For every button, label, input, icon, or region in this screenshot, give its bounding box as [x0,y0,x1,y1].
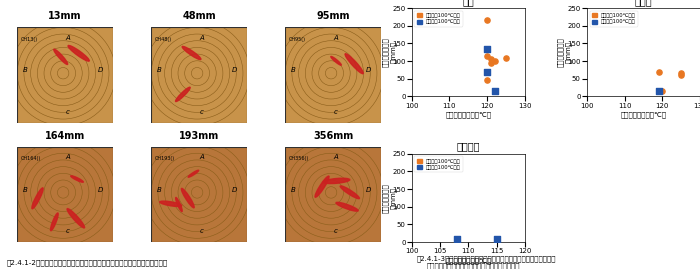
Point [676,71,687,76]
Text: CH356(): CH356() [289,156,309,161]
Text: B: B [23,67,28,73]
Point [482,47,493,51]
Text: D: D [98,187,104,193]
Text: c: c [66,109,70,115]
Ellipse shape [54,49,68,65]
Text: 48mm: 48mm [182,12,216,22]
Ellipse shape [340,186,360,199]
Point [485,57,496,61]
Ellipse shape [50,213,58,231]
Text: CH164(): CH164() [21,156,41,161]
Point [452,236,463,241]
Ellipse shape [71,176,83,182]
Text: A: A [333,35,338,41]
Text: D: D [232,67,237,73]
Legend: セット後100℃以上, セット後100℃以下: セット後100℃以上, セット後100℃以下 [589,11,638,27]
Text: 193mm: 193mm [179,131,219,141]
Ellipse shape [315,176,329,197]
Title: カラマツ: カラマツ [456,141,480,152]
Ellipse shape [67,209,85,228]
Point [482,54,493,58]
Title: ヒノキ: ヒノキ [635,0,652,6]
Point [676,73,687,77]
Text: D: D [366,187,371,193]
Text: A: A [333,154,338,160]
Text: B: B [291,187,295,193]
Point [500,55,512,60]
Text: c: c [334,109,338,115]
Text: CH48(): CH48() [155,37,172,42]
Ellipse shape [323,178,350,183]
Point [653,69,664,74]
Ellipse shape [176,87,190,101]
Text: CH95(): CH95() [289,37,306,42]
Y-axis label: 内部割れ総長さ
（mm）: 内部割れ総長さ （mm） [382,37,396,67]
Text: 図2.4.1-3　各製材工場の高温セット温度と内部割れ総長さとの関係: 図2.4.1-3 各製材工場の高温セット温度と内部割れ総長さとの関係 [416,256,556,262]
Legend: セット後100℃以上, セット後100℃以下: セット後100℃以上, セット後100℃以下 [414,11,463,27]
Ellipse shape [188,170,199,177]
Point [653,89,664,93]
Y-axis label: 内部割れ総長さ
（mm）: 内部割れ総長さ （mm） [382,183,396,213]
X-axis label: 高温セット温度（℃）: 高温セット温度（℃） [445,111,491,118]
Point [482,69,493,74]
Y-axis label: 内部割れ総長さ
（mm）: 内部割れ総長さ （mm） [557,37,571,67]
Ellipse shape [345,54,363,74]
Ellipse shape [68,45,90,61]
Point [489,89,500,93]
Text: CH193(): CH193() [155,156,175,161]
Text: A: A [66,154,70,160]
Text: c: c [66,228,70,235]
Text: CH13(): CH13() [21,37,38,42]
Text: 356mm: 356mm [313,131,353,141]
Ellipse shape [331,56,342,65]
Text: B: B [291,67,295,73]
Text: 164mm: 164mm [45,131,85,141]
Ellipse shape [160,201,182,207]
Point [482,18,493,23]
X-axis label: 高温セット温度（℃）: 高温セット温度（℃） [620,111,666,118]
Point [485,61,496,65]
Text: 95mm: 95mm [316,12,350,22]
Legend: セット後100℃以上, セット後100℃以下: セット後100℃以上, セット後100℃以下 [414,157,463,172]
Point [489,59,500,63]
Ellipse shape [181,188,194,208]
Text: A: A [66,35,70,41]
Text: （左上：スギ、右上：ヒノキ、左下：カラマツ）: （左上：スギ、右上：ヒノキ、左下：カラマツ） [427,262,521,269]
Text: D: D [98,67,104,73]
Point [491,236,502,241]
Ellipse shape [336,202,358,211]
X-axis label: 高温セット温度（℃）: 高温セット温度（℃） [445,257,491,264]
Point [482,78,493,83]
Text: 図2.4.1-2　内部割れの発生量と総長さの値（画像の上の数値）との対応関係: 図2.4.1-2 内部割れの発生量と総長さの値（画像の上の数値）との対応関係 [7,260,168,266]
Text: c: c [334,228,338,235]
Point [657,89,668,93]
Title: スギ: スギ [463,0,474,6]
Ellipse shape [182,46,201,60]
Text: c: c [200,228,204,235]
Text: B: B [23,187,28,193]
Ellipse shape [176,197,182,212]
Text: A: A [199,35,204,41]
Text: D: D [366,67,371,73]
Text: B: B [157,67,162,73]
Text: B: B [157,187,162,193]
Ellipse shape [32,188,43,209]
Text: c: c [200,109,204,115]
Text: D: D [232,187,237,193]
Text: 13mm: 13mm [48,12,82,22]
Text: A: A [199,154,204,160]
